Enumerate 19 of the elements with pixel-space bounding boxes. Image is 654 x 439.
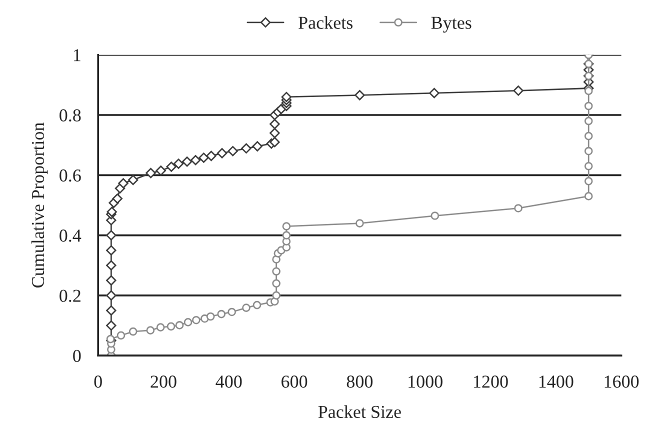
y-tick-label: 0.4 (60, 230, 82, 242)
x-tick-label: 1400 (539, 376, 574, 388)
legend-label: Bytes (431, 16, 472, 33)
y-tick-label: 0.8 (60, 109, 81, 122)
x-tick-label: 800 (346, 376, 373, 388)
x-tick-label: 1200 (474, 376, 508, 388)
legend-label: Packets (298, 16, 353, 29)
x-tick-label: 600 (282, 376, 308, 388)
x-axis-title: Packet Size (318, 405, 401, 418)
x-tick-label: 0 (94, 376, 102, 388)
y-tick-label: 0 (73, 350, 81, 362)
x-tick-label: 200 (150, 376, 176, 388)
x-tick-label: 1000 (408, 376, 442, 388)
y-tick-label: 0.6 (60, 169, 81, 182)
y-axis-title: Cumulative Proportion (31, 122, 48, 288)
x-tick-label: 1600 (604, 376, 639, 388)
y-tick-label: 0.2 (60, 290, 80, 302)
y-tick-label: 1 (74, 49, 80, 62)
x-tick-label: 400 (216, 376, 242, 388)
